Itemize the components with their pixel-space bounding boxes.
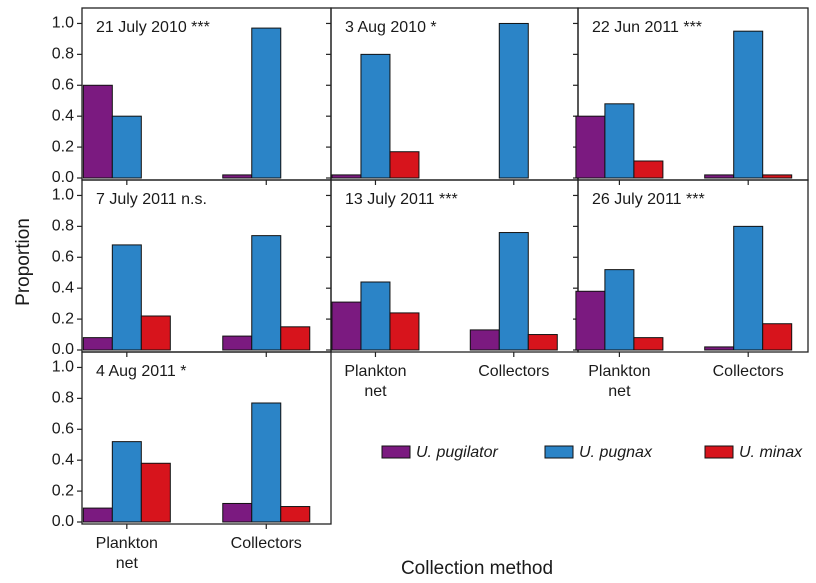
panel-title: 26 July 2011 *** <box>592 191 705 208</box>
bar <box>222 335 253 351</box>
bar <box>498 232 529 351</box>
panel-title: 7 July 2011 n.s. <box>96 191 207 208</box>
bar <box>360 281 391 351</box>
bar <box>82 337 113 351</box>
x-tick-label-text: Collectors <box>698 362 798 382</box>
bar <box>280 506 311 523</box>
bar <box>360 53 391 179</box>
bar <box>111 244 142 351</box>
x-tick-label-text: Plankton net <box>325 362 425 402</box>
bar <box>604 103 635 179</box>
panel-frame <box>577 179 809 353</box>
legend-label: U. pugilator <box>416 444 498 461</box>
bar <box>222 174 253 179</box>
bar <box>469 329 500 351</box>
bar <box>111 115 142 179</box>
bar <box>704 174 735 179</box>
y-tick-label: 0.6 <box>52 420 74 437</box>
bar <box>498 22 529 179</box>
y-tick-label: 0.4 <box>52 279 74 296</box>
y-tick-label: 0.2 <box>52 482 74 499</box>
bar <box>140 315 171 351</box>
y-tick-label: 0.2 <box>52 138 74 155</box>
x-tick-label: Plankton net <box>325 362 425 402</box>
y-tick-label: 0.4 <box>52 451 74 468</box>
x-tick-label-wrap: Collectors <box>712 363 784 380</box>
y-tick-label: 0.8 <box>52 390 74 407</box>
x-tick-label-wrap: Plankton net <box>344 363 407 400</box>
y-tick-label: 0.8 <box>52 46 74 63</box>
legend-swatch <box>381 445 411 459</box>
bar <box>280 326 311 351</box>
panel-title: 3 Aug 2010 * <box>345 19 437 36</box>
y-tick-label: 0.0 <box>52 341 74 358</box>
bar <box>389 312 420 351</box>
x-tick-label-text: Plankton net <box>569 362 669 402</box>
x-tick-label: Collectors <box>464 362 564 382</box>
bar <box>733 225 764 351</box>
bar <box>222 502 253 523</box>
bar <box>633 160 664 179</box>
bar <box>111 441 142 523</box>
y-tick-label: 1.0 <box>52 187 74 204</box>
x-tick-label-wrap: Collectors <box>230 535 302 552</box>
bar <box>575 290 606 351</box>
y-axis-label: Proportion <box>13 218 34 306</box>
bar <box>604 269 635 351</box>
bar <box>762 174 793 179</box>
x-tick-label: Collectors <box>216 534 316 554</box>
y-tick-label: 0.6 <box>52 248 74 265</box>
x-tick-label: Collectors <box>698 362 798 382</box>
x-axis-label: Collection method <box>401 558 553 579</box>
legend-label: U. pugnax <box>579 444 653 461</box>
y-tick-label: 1.0 <box>52 15 74 32</box>
y-tick-label: 0.4 <box>52 107 74 124</box>
y-tick-label: 0.2 <box>52 310 74 327</box>
y-tick-label: 0.8 <box>52 218 74 235</box>
bar <box>331 174 362 179</box>
bar <box>251 235 282 351</box>
bar <box>251 402 282 523</box>
bar <box>251 27 282 179</box>
x-tick-label-text: Collectors <box>216 534 316 554</box>
legend-swatch <box>704 445 734 459</box>
y-tick-label: 0.0 <box>52 513 74 530</box>
x-tick-label: Plankton net <box>77 534 177 574</box>
x-tick-label-wrap: Plankton net <box>95 535 158 572</box>
bar <box>704 346 735 351</box>
x-tick-label-text: Plankton net <box>77 534 177 574</box>
bar <box>82 507 113 523</box>
y-tick-label: 0.6 <box>52 76 74 93</box>
bar <box>82 84 113 179</box>
panel-title: 22 Jun 2011 *** <box>592 19 702 36</box>
x-tick-label-wrap: Plankton net <box>588 363 651 400</box>
bar <box>331 301 362 351</box>
bar <box>733 30 764 179</box>
legend-swatch <box>544 445 574 459</box>
bar <box>389 151 420 179</box>
bar <box>575 115 606 179</box>
bar <box>140 462 171 523</box>
legend-label: U. minax <box>739 444 803 461</box>
bar <box>633 337 664 351</box>
panel-frame <box>81 351 332 525</box>
x-tick-label: Plankton net <box>569 362 669 402</box>
bar <box>762 323 793 351</box>
panel-title: 13 July 2011 *** <box>345 191 458 208</box>
bar <box>527 334 558 351</box>
x-tick-label-text: Collectors <box>464 362 564 382</box>
x-tick-label-wrap: Collectors <box>478 363 550 380</box>
y-tick-label: 1.0 <box>52 359 74 376</box>
panel-title: 21 July 2010 *** <box>96 19 210 36</box>
panel-title: 4 Aug 2011 * <box>96 363 186 380</box>
y-tick-label: 0.0 <box>52 169 74 186</box>
